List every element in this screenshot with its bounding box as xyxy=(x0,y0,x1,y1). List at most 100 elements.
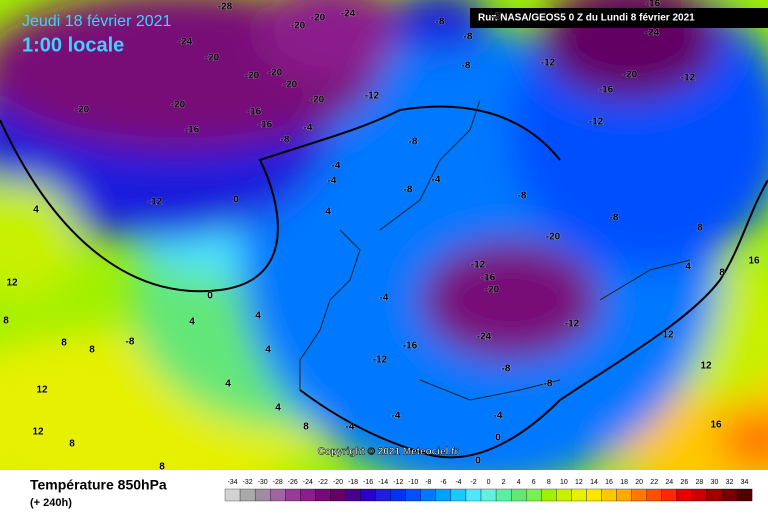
contour-label: 8 xyxy=(69,439,75,450)
contour-label: 8 xyxy=(61,338,67,349)
contour-label: -20 xyxy=(75,105,90,116)
colorbar-tick-label: 34 xyxy=(741,479,749,486)
contour-label: -16 xyxy=(599,85,614,96)
colorbar-swatch xyxy=(360,488,376,502)
contour-label: 12 xyxy=(32,427,44,438)
contour-label: -12 xyxy=(148,197,163,208)
colorbar-tick-label: 32 xyxy=(726,479,734,486)
contour-label: -4 xyxy=(346,422,355,433)
copyright: Copyright © 2021 Meteociel.fr xyxy=(318,447,459,458)
colorbar-tick-label: -8 xyxy=(425,479,431,486)
colorbar-tick-label: 10 xyxy=(560,479,568,486)
contour-label: -12 xyxy=(681,73,696,84)
contour-label: 4 xyxy=(685,262,691,273)
contour-label: 0 xyxy=(495,433,501,444)
contour-label: -8 xyxy=(518,191,527,202)
contour-label: -8 xyxy=(436,17,445,28)
colorbar-swatch xyxy=(616,488,632,502)
map-time: 1:00 locale xyxy=(22,34,124,56)
contour-label: -16 xyxy=(481,273,496,284)
colorbar-swatch xyxy=(285,488,301,502)
contour-label: -28 xyxy=(218,2,233,13)
colorbar-swatch xyxy=(330,488,346,502)
colorbar-swatch xyxy=(420,488,436,502)
colorbar-tick-label: 20 xyxy=(635,479,643,486)
colorbar-swatch xyxy=(661,488,677,502)
contour-label: -4 xyxy=(392,411,401,422)
contour-label: 16 xyxy=(748,256,760,267)
contour-label: 4 xyxy=(255,311,261,322)
contour-label: -20 xyxy=(268,68,283,79)
contour-label: -20 xyxy=(171,100,186,111)
run-box xyxy=(470,8,768,28)
colorbar-tick-label: 14 xyxy=(590,479,598,486)
contour-label: 4 xyxy=(225,379,231,390)
colorbar-tick-label: 0 xyxy=(487,479,491,486)
contour-label: -12 xyxy=(589,117,604,128)
colorbar-tick-label: 22 xyxy=(650,479,658,486)
contour-label: -8 xyxy=(544,379,553,390)
colorbar-swatch xyxy=(721,488,738,502)
contour-label: -20 xyxy=(283,80,298,91)
contour-label: -24 xyxy=(477,332,492,343)
colorbar-tick-label: 4 xyxy=(517,479,521,486)
colorbar-swatch xyxy=(526,488,542,502)
contour-label: -8 xyxy=(126,337,135,348)
contour-label: 16 xyxy=(710,420,722,431)
colorbar-swatch xyxy=(706,488,723,502)
colorbar-swatch xyxy=(571,488,587,502)
contour-label: -20 xyxy=(623,70,638,81)
colorbar-swatch xyxy=(541,488,557,502)
contour-label: -12 xyxy=(541,58,556,69)
colorbar-swatch xyxy=(450,488,467,502)
colorbar-tick-label: -2 xyxy=(470,479,476,486)
colorbar-tick-label: -30 xyxy=(258,479,268,486)
contour-label: -20 xyxy=(310,95,325,106)
contour-label: 4 xyxy=(265,345,271,356)
contour-label: -16 xyxy=(185,125,200,136)
colorbar-swatch xyxy=(405,488,421,502)
colorbar-tick-label: -34 xyxy=(227,479,237,486)
contour-label: -20 xyxy=(205,53,220,64)
contour-label: -8 xyxy=(502,364,511,375)
contour-label: -24 xyxy=(645,28,660,39)
colorbar-tick-label: -12 xyxy=(393,479,403,486)
contour-label: -12 xyxy=(365,91,380,102)
contour-label: -8 xyxy=(492,12,501,23)
contour-label: 4 xyxy=(325,207,331,218)
colorbar-swatch xyxy=(736,488,753,502)
colorbar-swatch xyxy=(510,488,527,502)
contour-label: -16 xyxy=(403,341,418,352)
colorbar-tick-label: -18 xyxy=(348,479,358,486)
colorbar-tick-label: 2 xyxy=(502,479,506,486)
colorbar-swatch xyxy=(254,488,271,502)
colorbar-swatch xyxy=(601,488,617,502)
contour-label: -8 xyxy=(610,213,619,224)
colorbar-tick-label: -20 xyxy=(333,479,343,486)
contour-label: -4 xyxy=(432,175,441,186)
colorbar-swatch xyxy=(390,488,406,502)
contour-label: -12 xyxy=(471,260,486,271)
colorbar-tick-label: -28 xyxy=(273,479,283,486)
contour-label: 8 xyxy=(719,268,725,279)
colorbar-tick-label: -32 xyxy=(243,479,253,486)
contour-label: -12 xyxy=(565,319,580,330)
colorbar-tick-label: -22 xyxy=(318,479,328,486)
colorbar-tick-label: -6 xyxy=(440,479,446,486)
contour-label: -20 xyxy=(291,21,306,32)
contour-label: 0 xyxy=(233,195,239,206)
colorbar-tick-label: -24 xyxy=(303,479,313,486)
contour-label: -8 xyxy=(462,61,471,72)
contour-label: -4 xyxy=(304,123,313,134)
contour-label: -12 xyxy=(373,355,388,366)
contour-label: 8 xyxy=(159,462,165,473)
colorbar-swatch xyxy=(646,488,662,502)
colorbar-swatch xyxy=(586,488,602,502)
contour-label: 4 xyxy=(33,205,39,216)
contour-label: -8 xyxy=(464,32,473,43)
contour-label: -4 xyxy=(380,293,389,304)
contour-label: -4 xyxy=(332,161,341,172)
contour-label: 0 xyxy=(475,456,481,467)
contour-label: -8 xyxy=(409,137,418,148)
